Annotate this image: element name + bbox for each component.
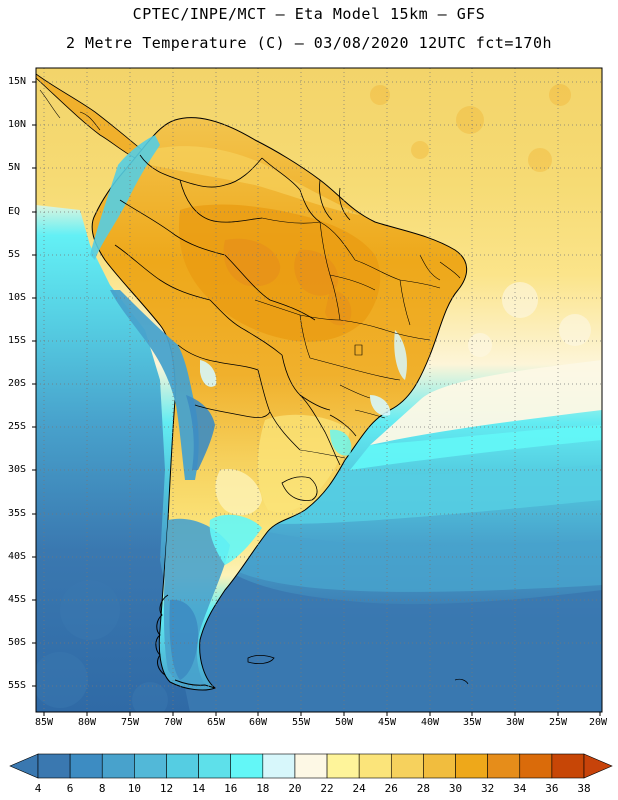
lon-label: 70W [163, 717, 183, 728]
lon-label: 30W [505, 717, 525, 728]
lat-label: 20S [8, 378, 27, 389]
colorbar-bin [134, 753, 167, 779]
graticule [36, 68, 602, 712]
lon-label: 85W [34, 717, 54, 728]
colorbar-bin [390, 753, 424, 779]
lat-label: 40S [8, 551, 27, 562]
colorbar-label: 20 [288, 782, 302, 795]
lat-label: 55S [8, 680, 27, 691]
andes-north-strip [90, 135, 160, 260]
colorbar-bin [487, 753, 521, 779]
colorbar-bin [455, 753, 488, 779]
lon-label: 80W [77, 717, 97, 728]
colorbar-label: 24 [352, 782, 366, 795]
map-field [36, 68, 602, 712]
lat-label: 35S [8, 508, 27, 519]
lon-label: 75W [120, 717, 140, 728]
lon-label: 20W [588, 717, 608, 728]
map-title-line-2: 2 Metre Temperature (C) – 03/08/2020 12U… [65, 34, 553, 52]
lon-label: 65W [206, 717, 226, 728]
colorbar-label: 22 [320, 782, 334, 795]
colorbar-bin [358, 753, 392, 779]
colorbar-bin [198, 753, 232, 779]
colorbar-label: 32 [481, 782, 495, 795]
colorbar-bin [551, 753, 585, 779]
colorbar-label: 36 [545, 782, 559, 795]
lat-label: 15S [8, 335, 27, 346]
lat-label: 50S [8, 637, 27, 648]
colorbar-bin [262, 753, 296, 779]
colorbar-above-arrow [583, 753, 613, 779]
colorbar [9, 753, 613, 779]
lat-label: 5N [8, 162, 21, 173]
colorbar-bin [230, 753, 264, 779]
colorbar-below-arrow [9, 753, 39, 779]
atlantic-pale-band [370, 360, 602, 445]
andes-central-strip [110, 290, 199, 480]
colorbar-label: 30 [448, 782, 463, 795]
lon-label: 50W [334, 717, 354, 728]
colorbar-label: 18 [256, 782, 270, 795]
south-atlantic-cold-band [190, 560, 602, 712]
south-atlantic-mid-band [215, 520, 602, 592]
lon-label: 60W [248, 717, 268, 728]
lon-label: 25W [548, 717, 568, 728]
colorbar-bin [69, 753, 103, 779]
country-borders [114, 154, 357, 501]
colorbar-label: 38 [577, 782, 591, 795]
colorbar-label: 6 [66, 782, 74, 795]
colorbar-label: 12 [159, 782, 174, 795]
lon-label: 55W [291, 717, 311, 728]
lat-label: 30S [8, 464, 27, 475]
lat-label: 10S [8, 292, 27, 303]
colorbar-bin [519, 753, 553, 779]
colorbar-label: 34 [513, 782, 527, 795]
colorbar-label: 16 [224, 782, 238, 795]
state-borders [254, 217, 461, 459]
colorbar-label: 26 [384, 782, 398, 795]
map-frame [35, 67, 603, 713]
map-title-line-1: CPTEC/INPE/MCT – Eta Model 15km – GFS [132, 5, 486, 23]
lat-label: EQ [8, 206, 21, 217]
lat-label: 45S [8, 594, 27, 605]
lat-label: 25S [8, 421, 27, 432]
axis-ticks [32, 81, 601, 716]
colorbar-bin [326, 753, 360, 779]
colorbar-label: 8 [98, 782, 106, 795]
colorbar-label: 14 [191, 782, 206, 795]
colorbar-bin [294, 753, 328, 779]
lon-label: 35W [462, 717, 482, 728]
lat-label: 5S [8, 249, 21, 260]
lon-label: 45W [377, 717, 397, 728]
colorbar-bin [423, 753, 456, 779]
colorbar-bin [166, 753, 199, 779]
lat-label: 15N [8, 76, 27, 87]
south-atlantic-light-band [350, 425, 602, 470]
colorbar-label: 4 [34, 782, 42, 795]
colorbar-label: 10 [127, 782, 141, 795]
lon-label: 40W [420, 717, 440, 728]
colorbar-label: 28 [416, 782, 431, 795]
lat-label: 10N [8, 119, 27, 130]
pacific-ocean-field [36, 68, 190, 712]
colorbar-bin [37, 753, 71, 779]
colorbar-bin [101, 753, 135, 779]
